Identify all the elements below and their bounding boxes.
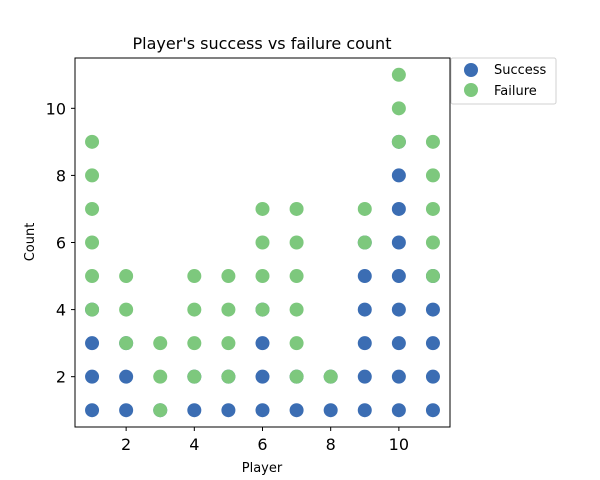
chart-title: Player's success vs failure count: [133, 34, 392, 53]
point-failure: [425, 235, 440, 250]
point-success: [255, 369, 270, 384]
point-success: [425, 302, 440, 317]
y-tick-label: 6: [56, 234, 66, 253]
point-failure: [119, 336, 134, 351]
point-success: [221, 403, 236, 418]
x-axis-label: Player: [242, 461, 283, 476]
x-tick-label: 2: [121, 435, 131, 454]
point-failure: [391, 134, 406, 149]
point-success: [425, 403, 440, 418]
point-failure: [289, 235, 304, 250]
legend-marker-success: [464, 63, 478, 77]
point-success: [391, 168, 406, 183]
point-success: [425, 369, 440, 384]
point-failure: [187, 336, 202, 351]
point-success: [391, 403, 406, 418]
point-failure: [289, 302, 304, 317]
point-failure: [85, 302, 100, 317]
point-failure: [425, 269, 440, 284]
point-failure: [289, 336, 304, 351]
points-layer: [85, 67, 440, 418]
point-success: [255, 336, 270, 351]
point-failure: [391, 67, 406, 82]
point-success: [391, 369, 406, 384]
point-failure: [289, 269, 304, 284]
point-failure: [221, 302, 236, 317]
point-success: [357, 336, 372, 351]
point-success: [357, 403, 372, 418]
point-failure: [289, 369, 304, 384]
point-failure: [153, 369, 168, 384]
y-tick-label: 4: [56, 301, 66, 320]
legend-label-success: Success: [494, 63, 547, 78]
point-failure: [221, 336, 236, 351]
x-tick-label: 6: [257, 435, 267, 454]
point-success: [391, 336, 406, 351]
point-failure: [425, 168, 440, 183]
point-success: [391, 269, 406, 284]
point-failure: [85, 235, 100, 250]
point-success: [119, 403, 134, 418]
point-failure: [357, 235, 372, 250]
point-failure: [425, 201, 440, 216]
point-failure: [153, 403, 168, 418]
point-success: [425, 336, 440, 351]
y-axis-label: Count: [23, 223, 38, 262]
point-failure: [255, 201, 270, 216]
x-tick-label: 4: [189, 435, 199, 454]
legend-label-failure: Failure: [494, 84, 537, 99]
point-failure: [255, 235, 270, 250]
point-failure: [323, 369, 338, 384]
point-success: [357, 369, 372, 384]
point-success: [391, 302, 406, 317]
point-success: [391, 201, 406, 216]
point-failure: [119, 302, 134, 317]
point-failure: [119, 269, 134, 284]
y-tick-label: 2: [56, 368, 66, 387]
point-failure: [425, 134, 440, 149]
point-failure: [391, 101, 406, 116]
point-success: [85, 369, 100, 384]
point-failure: [85, 269, 100, 284]
point-failure: [85, 134, 100, 149]
point-success: [85, 403, 100, 418]
point-failure: [289, 201, 304, 216]
point-failure: [85, 168, 100, 183]
point-failure: [153, 336, 168, 351]
point-failure: [221, 369, 236, 384]
point-failure: [357, 201, 372, 216]
point-failure: [255, 269, 270, 284]
point-failure: [221, 269, 236, 284]
point-success: [391, 235, 406, 250]
y-tick-label: 8: [56, 166, 66, 185]
x-tick-label: 8: [326, 435, 336, 454]
x-tick-label: 10: [389, 435, 409, 454]
legend-marker-failure: [464, 83, 478, 97]
point-success: [119, 369, 134, 384]
point-success: [357, 269, 372, 284]
point-success: [289, 403, 304, 418]
point-success: [323, 403, 338, 418]
legend: Success Failure: [450, 57, 557, 105]
point-failure: [187, 269, 202, 284]
point-success: [357, 302, 372, 317]
point-failure: [187, 369, 202, 384]
y-tick-label: 10: [46, 99, 66, 118]
point-failure: [255, 302, 270, 317]
ticks-layer: 2 4 6 8 10 2 4 6 8 10: [46, 99, 409, 454]
point-failure: [187, 302, 202, 317]
point-failure: [85, 201, 100, 216]
point-success: [187, 403, 202, 418]
point-success: [255, 403, 270, 418]
point-success: [85, 336, 100, 351]
